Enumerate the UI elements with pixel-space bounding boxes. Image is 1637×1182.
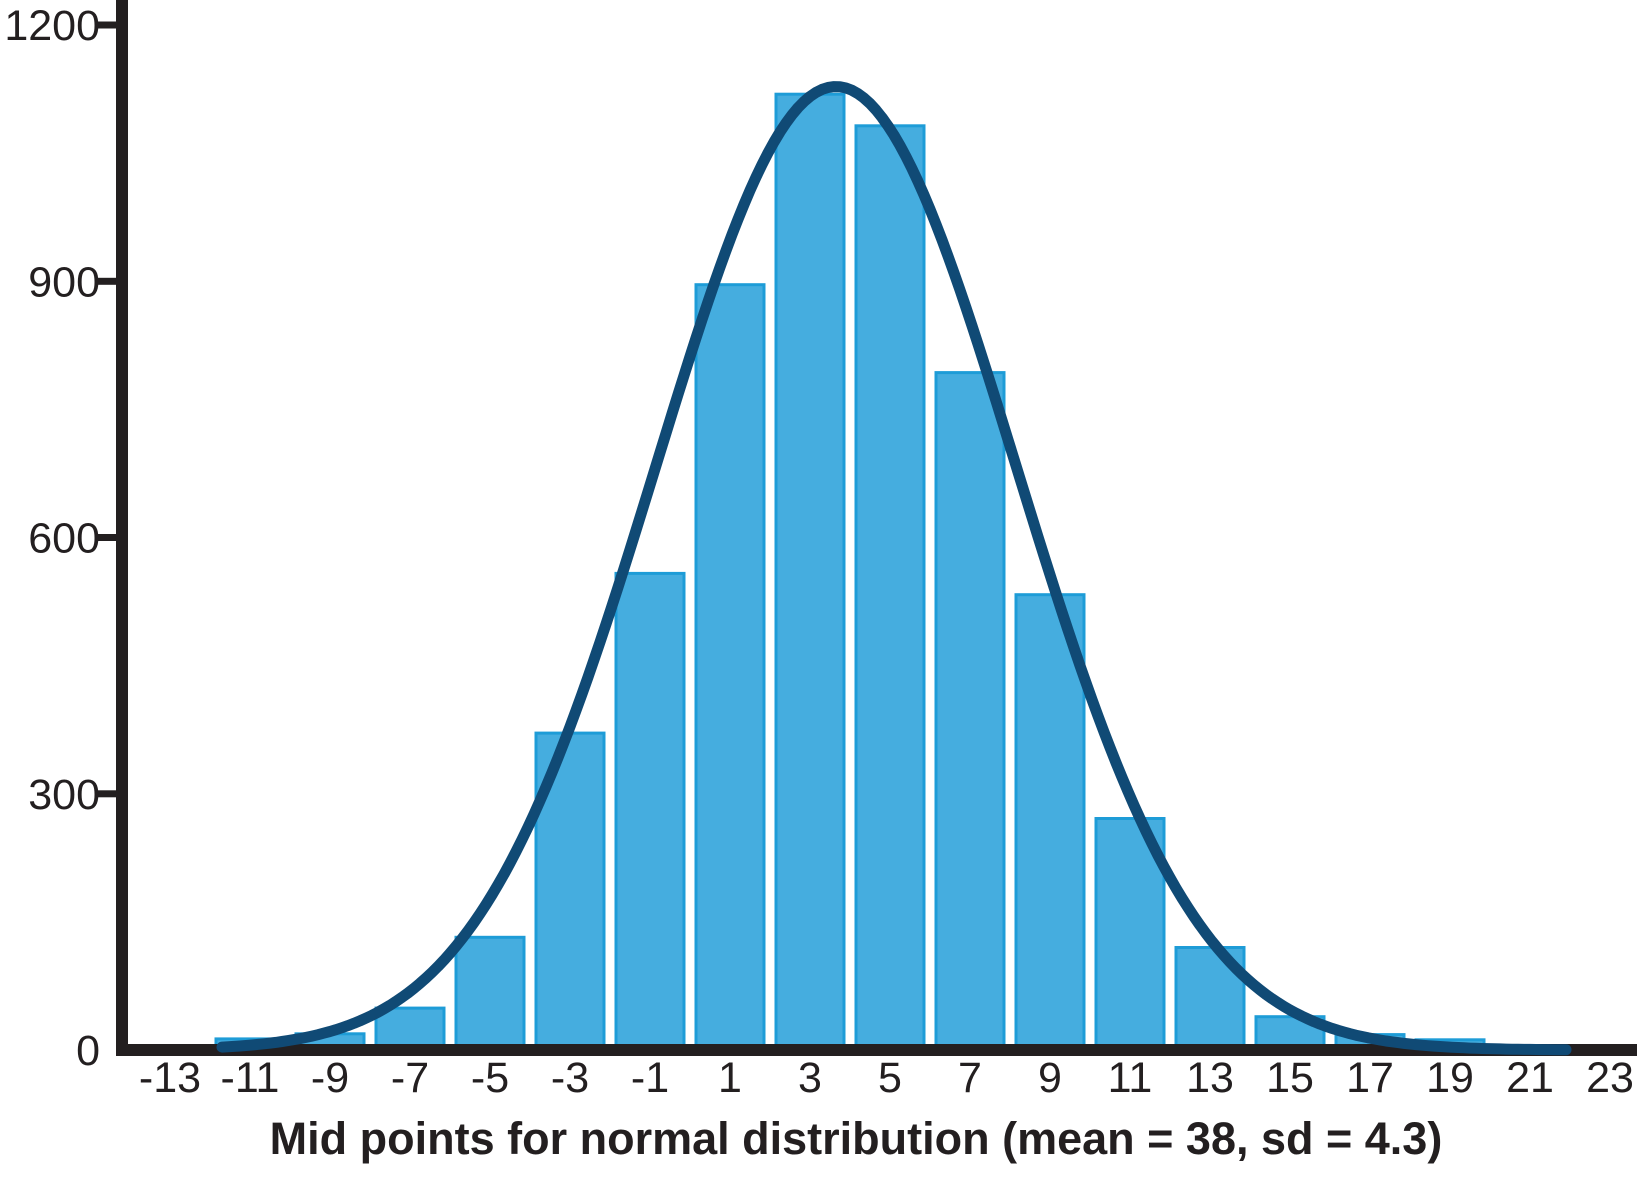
- normal-curve: [216, 81, 1572, 1056]
- x-tick-label-3: 3: [798, 1054, 822, 1102]
- x-tick-label--1: -1: [631, 1054, 669, 1102]
- y-tick-900: [96, 277, 116, 285]
- x-tick-label-23: 23: [1586, 1054, 1634, 1102]
- x-tick-label-21: 21: [1506, 1054, 1554, 1102]
- y-tick-label-1200: 1200: [4, 2, 100, 50]
- x-tick-label--7: -7: [391, 1054, 429, 1102]
- y-tick-label-600: 600: [28, 515, 100, 563]
- x-tick-label-15: 15: [1266, 1054, 1314, 1102]
- bar-1: [694, 283, 766, 1052]
- curve-layer: [216, 81, 1572, 1056]
- y-tick-label-0: 0: [76, 1027, 100, 1075]
- x-tick-label-11: 11: [1108, 1054, 1153, 1102]
- x-tick-label--13: -13: [139, 1054, 201, 1102]
- x-tick-label-5: 5: [878, 1054, 902, 1102]
- y-tick-1200: [96, 21, 116, 29]
- x-tick-label--11: -11: [221, 1054, 280, 1102]
- y-tick-label-900: 900: [28, 258, 100, 306]
- x-tick-label-9: 9: [1038, 1054, 1062, 1102]
- x-tick-label-13: 13: [1186, 1054, 1234, 1102]
- y-axis-line: [116, 0, 128, 1056]
- x-tick-label-17: 17: [1346, 1054, 1394, 1102]
- axes-layer: [96, 0, 1637, 1056]
- x-axis-line: [116, 1044, 1637, 1056]
- bar--5: [454, 935, 526, 1052]
- bar--7: [374, 1006, 446, 1052]
- x-tick-label--9: -9: [311, 1054, 349, 1102]
- bar-9: [1014, 593, 1086, 1052]
- bar-7: [934, 371, 1006, 1052]
- y-tick-300: [96, 790, 116, 798]
- x-tick-label-19: 19: [1426, 1054, 1474, 1102]
- bar--1: [614, 571, 686, 1052]
- y-tick-label-300: 300: [28, 771, 100, 819]
- bar-3: [774, 92, 846, 1052]
- x-tick-label-7: 7: [958, 1054, 982, 1102]
- bar-5: [854, 124, 926, 1052]
- y-tick-600: [96, 534, 116, 541]
- x-axis-title: Mid points for normal distribution (mean…: [270, 1113, 1443, 1164]
- bars-layer: [214, 92, 1486, 1052]
- x-tick-label-1: 1: [718, 1054, 742, 1102]
- x-tick-label--5: -5: [471, 1054, 509, 1102]
- x-tick-label--3: -3: [551, 1054, 589, 1102]
